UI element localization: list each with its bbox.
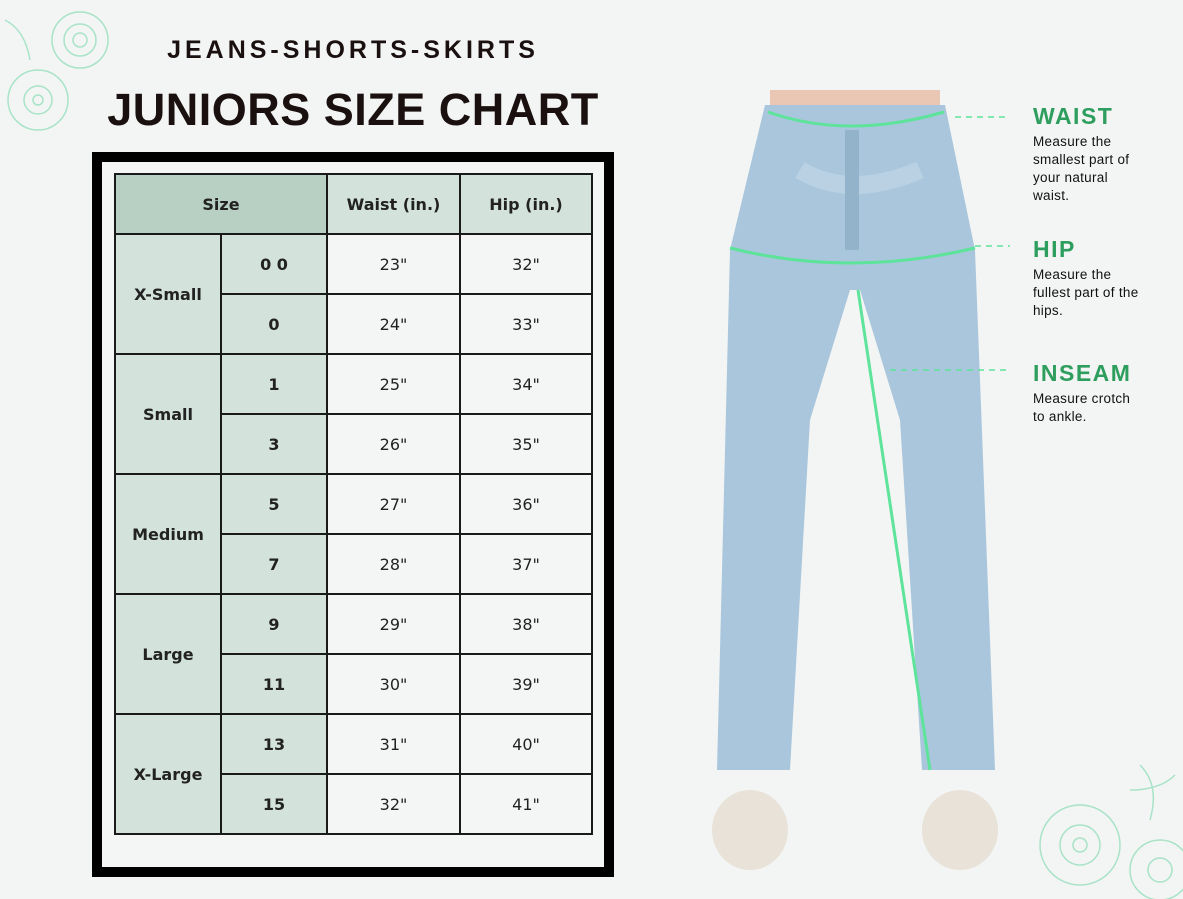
size-number: 9 [220, 593, 328, 655]
size-group-label: X-Large [114, 713, 222, 835]
size-chart-table: Size Waist (in.) Hip (in.) X-Small 0 0 23"… [114, 173, 593, 835]
table-row: 3 26" 35" [115, 413, 593, 475]
hip-value: 38" [459, 593, 593, 655]
page-subtitle: JEANS-SHORTS-SKIRTS [167, 36, 539, 64]
left-sneaker [712, 790, 788, 870]
size-number: 11 [220, 653, 328, 715]
size-group-label: Large [114, 593, 222, 715]
floral-decoration-icon [1039, 764, 1183, 899]
measurement-description: Measure crotch [1033, 391, 1131, 406]
measurement-description: Measure the [1033, 267, 1112, 282]
table-row: 11 30" 39" [115, 653, 593, 715]
table-row: Large 9 29" 38" [114, 593, 593, 715]
measurement-description: fullest part of the [1033, 285, 1139, 300]
hip-value: 37" [459, 533, 593, 595]
measurement-description: waist. [1033, 188, 1070, 203]
measurement-guides [729, 110, 976, 771]
waist-value: 29" [326, 593, 461, 655]
measurement-description: your natural [1033, 170, 1108, 185]
table-row: 7 28" 37" [115, 533, 593, 595]
hip-value: 33" [459, 293, 593, 355]
measurement-description: Measure the [1033, 134, 1112, 149]
hip-value: 32" [459, 233, 593, 295]
size-number: 3 [220, 413, 328, 475]
measurement-description: to ankle. [1033, 409, 1087, 424]
hip-value: 39" [459, 653, 593, 715]
size-group-label: Small [114, 353, 222, 475]
right-sneaker [922, 790, 998, 870]
measurement-description: smallest part of [1033, 152, 1130, 167]
waist-value: 32" [326, 773, 461, 835]
measurement-hip: HIP Measure the fullest part of the hips. [1033, 236, 1139, 320]
size-group-label: X-Small [114, 233, 222, 355]
header-waist: Waist (in.) [326, 173, 461, 235]
hip-value: 34" [459, 353, 593, 415]
hip-value: 35" [459, 413, 593, 475]
table-row: X-Small 0 0 23" 32" [114, 233, 593, 355]
measurement-waist: WAIST Measure the smallest part of your nat… [1033, 103, 1129, 205]
waist-value: 28" [326, 533, 461, 595]
header-hip: Hip (in.) [459, 173, 593, 235]
size-number: 0 [220, 293, 328, 355]
page-title: JUNIORS SIZE CHART [107, 84, 599, 135]
measurement-description: hips. [1033, 303, 1064, 318]
table-row: X-Large 13 31" 40" [114, 713, 593, 835]
waist-value: 23" [326, 233, 461, 295]
table-row: 15 32" 41" [115, 773, 593, 835]
measurement-inseam: INSEAM Measure crotch to ankle. [1033, 360, 1131, 426]
size-number: 5 [220, 473, 328, 535]
waist-value: 24" [326, 293, 461, 355]
size-number: 15 [220, 773, 328, 835]
waist-value: 31" [326, 713, 461, 775]
waist-value: 25" [326, 353, 461, 415]
waist-value: 27" [326, 473, 461, 535]
header-size: Size [114, 173, 328, 235]
measurement-title: INSEAM [1033, 360, 1132, 386]
size-group-label: Medium [114, 473, 222, 595]
measurement-title: WAIST [1033, 103, 1114, 129]
hip-value: 36" [459, 473, 593, 535]
size-number: 1 [220, 353, 328, 415]
table-row: 0 24" 33" [115, 293, 593, 355]
size-number: 0 0 [220, 233, 328, 295]
hip-value: 40" [459, 713, 593, 775]
waist-value: 30" [326, 653, 461, 715]
table-row: Medium 5 27" 36" [114, 473, 593, 595]
table-row: Small 1 25" 34" [114, 353, 593, 475]
jeans-shape [717, 105, 995, 770]
floral-decoration-icon [4, 11, 109, 131]
hip-value: 41" [459, 773, 593, 835]
size-number: 7 [220, 533, 328, 595]
table-header-row: Size Waist (in.) Hip (in.) [114, 173, 593, 235]
waist-value: 26" [326, 413, 461, 475]
jeans-photo [712, 90, 1010, 870]
measurement-title: HIP [1033, 236, 1076, 262]
size-number: 13 [220, 713, 328, 775]
